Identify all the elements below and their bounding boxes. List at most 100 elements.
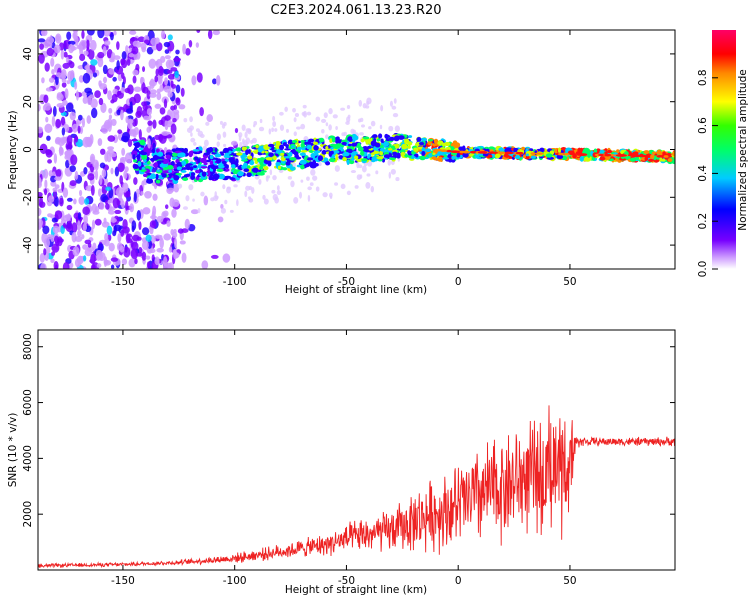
trace-blob bbox=[418, 141, 425, 146]
noise-blob bbox=[65, 56, 69, 64]
trace-blob bbox=[408, 135, 413, 138]
noise-blob bbox=[131, 225, 135, 233]
trace-blob bbox=[307, 138, 315, 143]
noise-blob bbox=[350, 128, 355, 134]
noise-blob bbox=[350, 170, 357, 174]
noise-blob bbox=[388, 125, 394, 132]
spectrogram-x-label: Height of straight line (km) bbox=[285, 284, 427, 296]
noise-blob bbox=[390, 168, 396, 175]
noise-blob bbox=[105, 186, 112, 191]
noise-blob bbox=[46, 36, 55, 44]
trace-blob bbox=[224, 152, 230, 158]
noise-blob bbox=[125, 190, 131, 198]
noise-blob bbox=[77, 125, 81, 134]
noise-blob bbox=[306, 111, 312, 116]
noise-blob bbox=[51, 68, 55, 75]
trace-blob bbox=[161, 173, 167, 178]
noise-blob bbox=[74, 235, 83, 242]
trace-blob bbox=[432, 152, 436, 156]
noise-blob bbox=[83, 167, 88, 175]
trace-blob bbox=[132, 164, 140, 170]
trace-blob bbox=[616, 149, 620, 154]
trace-core-blob bbox=[580, 153, 586, 156]
noise-blob bbox=[175, 97, 180, 104]
noise-blob bbox=[43, 102, 51, 111]
noise-blob bbox=[325, 122, 329, 127]
trace-blob bbox=[217, 173, 226, 180]
trace-blob bbox=[525, 153, 530, 157]
noise-blob bbox=[63, 124, 70, 133]
noise-blob bbox=[219, 120, 223, 125]
colorbar-tick-label: 0.8 bbox=[697, 69, 709, 86]
trace-blob bbox=[667, 158, 673, 162]
noise-blob bbox=[149, 92, 157, 98]
noise-blob bbox=[258, 178, 262, 185]
noise-blob bbox=[60, 116, 66, 126]
trace-blob bbox=[672, 150, 675, 157]
noise-blob bbox=[100, 148, 106, 155]
noise-blob bbox=[119, 175, 123, 185]
noise-blob bbox=[328, 192, 333, 198]
trace-blob bbox=[419, 155, 426, 161]
trace-blob bbox=[268, 152, 274, 157]
noise-blob bbox=[70, 154, 78, 166]
noise-blob bbox=[45, 149, 53, 158]
trace-blob bbox=[180, 170, 187, 173]
noise-blob bbox=[394, 125, 400, 133]
noise-blob bbox=[203, 195, 209, 206]
trace-blob bbox=[260, 170, 267, 173]
trace-blob bbox=[491, 152, 496, 158]
trace-blob bbox=[342, 156, 347, 162]
trace-blob bbox=[427, 138, 434, 142]
noise-blob bbox=[75, 90, 79, 101]
noise-blob bbox=[83, 255, 87, 262]
x-tick-label: -100 bbox=[223, 276, 247, 288]
noise-blob bbox=[222, 253, 231, 263]
trace-blob bbox=[219, 151, 225, 154]
noise-blob bbox=[108, 107, 113, 114]
trace-blob bbox=[272, 155, 277, 161]
noise-blob bbox=[145, 255, 151, 260]
noise-blob bbox=[61, 82, 67, 88]
trace-core-blob bbox=[515, 151, 522, 155]
noise-blob bbox=[38, 218, 44, 228]
trace-blob bbox=[378, 150, 384, 156]
trace-blob bbox=[195, 169, 200, 174]
noise-blob bbox=[90, 107, 98, 119]
noise-blob bbox=[38, 103, 41, 112]
noise-blob bbox=[175, 84, 181, 94]
noise-blob bbox=[181, 252, 187, 263]
trace-blob bbox=[312, 141, 319, 146]
noise-blob bbox=[159, 107, 166, 115]
noise-blob bbox=[52, 225, 60, 234]
noise-blob bbox=[164, 115, 171, 121]
trace-blob bbox=[249, 160, 255, 166]
noise-blob bbox=[110, 217, 117, 223]
noise-blob bbox=[370, 185, 375, 193]
trace-blob bbox=[265, 157, 273, 161]
trace-blob bbox=[351, 142, 358, 147]
noise-blob bbox=[47, 195, 55, 204]
noise-blob bbox=[78, 189, 83, 197]
trace-blob bbox=[347, 136, 353, 143]
trace-blob bbox=[190, 150, 194, 154]
trace-blob bbox=[593, 148, 598, 154]
y-tick-label: 20 bbox=[22, 95, 34, 108]
noise-blob bbox=[294, 113, 300, 118]
noise-blob bbox=[359, 174, 363, 179]
spectrogram-blobs bbox=[38, 30, 675, 269]
trace-blob bbox=[629, 157, 637, 162]
noise-blob bbox=[50, 234, 54, 242]
noise-blob bbox=[122, 182, 129, 193]
trace-blob bbox=[224, 175, 232, 179]
trace-core-blob bbox=[505, 151, 511, 155]
noise-blob bbox=[271, 189, 276, 194]
noise-blob bbox=[68, 43, 74, 54]
noise-blob bbox=[41, 77, 45, 84]
noise-blob bbox=[262, 194, 266, 200]
noise-blob bbox=[64, 214, 72, 219]
noise-blob bbox=[91, 219, 96, 230]
trace-blob bbox=[556, 154, 564, 160]
noise-blob bbox=[42, 225, 50, 235]
noise-blob bbox=[53, 153, 58, 164]
